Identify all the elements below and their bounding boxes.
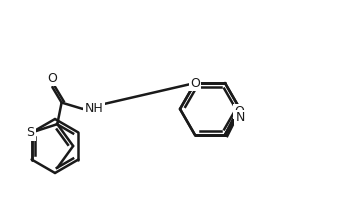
Text: NH: NH [85, 102, 104, 115]
Text: O: O [47, 72, 57, 85]
Text: S: S [27, 126, 35, 139]
Text: N: N [235, 111, 245, 124]
Text: O: O [234, 105, 244, 118]
Text: O: O [190, 77, 200, 90]
